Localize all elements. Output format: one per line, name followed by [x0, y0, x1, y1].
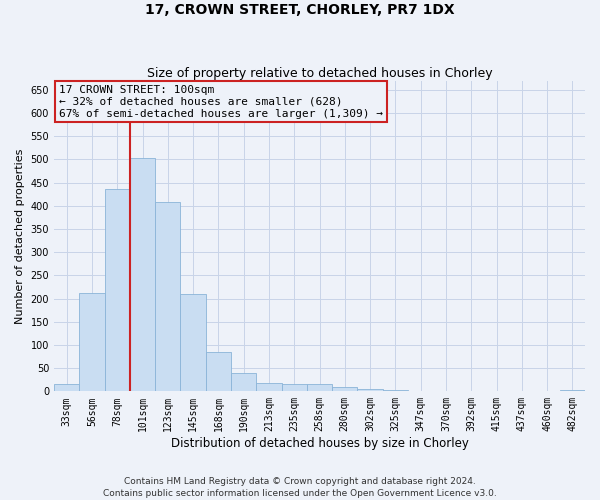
Bar	[383, 390, 408, 392]
Bar	[231, 373, 256, 392]
Bar	[155, 202, 181, 392]
Bar	[79, 292, 104, 392]
Y-axis label: Number of detached properties: Number of detached properties	[15, 148, 25, 324]
Text: Contains HM Land Registry data © Crown copyright and database right 2024.
Contai: Contains HM Land Registry data © Crown c…	[103, 476, 497, 498]
Bar	[307, 384, 332, 392]
Bar	[104, 188, 130, 392]
Bar	[332, 386, 358, 392]
Text: 17, CROWN STREET, CHORLEY, PR7 1DX: 17, CROWN STREET, CHORLEY, PR7 1DX	[145, 2, 455, 16]
X-axis label: Distribution of detached houses by size in Chorley: Distribution of detached houses by size …	[170, 437, 469, 450]
Bar	[256, 383, 281, 392]
Bar	[560, 390, 585, 392]
Bar	[181, 294, 206, 392]
Bar	[281, 384, 307, 392]
Bar	[54, 384, 79, 392]
Bar	[206, 352, 231, 392]
Title: Size of property relative to detached houses in Chorley: Size of property relative to detached ho…	[147, 66, 493, 80]
Bar	[130, 158, 155, 392]
Text: 17 CROWN STREET: 100sqm
← 32% of detached houses are smaller (628)
67% of semi-d: 17 CROWN STREET: 100sqm ← 32% of detache…	[59, 86, 383, 118]
Bar	[358, 389, 383, 392]
